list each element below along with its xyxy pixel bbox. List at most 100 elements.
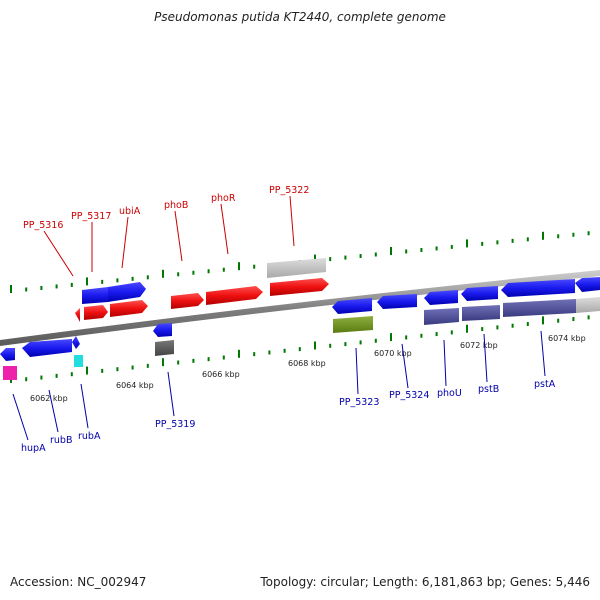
feature-red-phob[interactable]: [171, 293, 204, 309]
feature-slate-psta[interactable]: [503, 299, 576, 317]
feature-slate-pstb[interactable]: [462, 305, 500, 321]
tick-mark: [542, 231, 544, 240]
tick-mark: [55, 373, 58, 378]
tick-mark: [359, 340, 362, 345]
tick-mark: [162, 269, 164, 278]
gene-label[interactable]: PP_5324: [389, 390, 429, 401]
tick-mark: [222, 355, 225, 360]
tick-mark: [374, 252, 377, 257]
tick-mark: [40, 285, 43, 290]
feature-olive-pp5323[interactable]: [333, 316, 373, 333]
gene-label[interactable]: PP_5316: [23, 220, 63, 231]
feature-darkgray-pp5319[interactable]: [155, 340, 174, 356]
tick-mark: [253, 264, 256, 269]
gene-label[interactable]: PP_5319: [155, 419, 195, 430]
tick-mark: [344, 255, 347, 260]
map-title: Pseudomonas putida KT2440, complete geno…: [154, 10, 446, 24]
tick-mark: [298, 347, 301, 352]
gene-label[interactable]: phoR: [211, 193, 236, 204]
gene-label[interactable]: PP_5323: [339, 397, 379, 408]
tick-mark: [177, 360, 180, 365]
tick-mark: [374, 338, 377, 343]
tick-mark: [70, 282, 73, 287]
gene-label[interactable]: PP_5322: [269, 185, 309, 196]
tick-mark: [466, 239, 468, 248]
forward-features: [75, 258, 329, 322]
feature-red-pp5322[interactable]: [270, 278, 329, 296]
tick-mark: [329, 257, 332, 262]
feature-blue-pstb[interactable]: [461, 286, 498, 301]
genome-summary-text: Topology: circular; Length: 6,181,863 bp…: [260, 575, 590, 589]
tick-mark: [70, 372, 73, 377]
feature-gray-right-edge[interactable]: [576, 297, 600, 313]
gene-label[interactable]: pstB: [478, 384, 499, 395]
feature-blue-psta[interactable]: [501, 279, 575, 297]
feature-blue-rubb[interactable]: [22, 339, 72, 357]
scale-label: 6064 kbp: [116, 381, 154, 390]
feature-blue-right-edge[interactable]: [575, 277, 600, 292]
tick-mark: [496, 240, 499, 245]
scale-labels: 6062 kbp 6064 kbp 6066 kbp 6068 kbp 6070 kbp…: [30, 334, 586, 403]
feature-magenta-hupa[interactable]: [3, 366, 17, 380]
tick-mark: [314, 341, 316, 350]
tick-mark: [572, 232, 575, 237]
scale-label: 6074 kbp: [548, 334, 586, 343]
tick-mark: [314, 254, 316, 263]
feature-blue-pp5323[interactable]: [332, 298, 372, 314]
feature-slate-phou[interactable]: [424, 308, 459, 325]
tick-mark: [450, 244, 453, 249]
tick-mark: [146, 275, 149, 280]
feature-red-phor[interactable]: [206, 286, 263, 305]
gene-label[interactable]: ubiA: [119, 206, 141, 217]
tick-mark: [420, 247, 423, 252]
gene-label[interactable]: pstA: [534, 379, 556, 390]
feature-blue-left-edge[interactable]: [0, 348, 15, 361]
label-leader-line: [48, 389, 59, 433]
feature-blue-ruba[interactable]: [72, 336, 80, 349]
feature-red-pp5317[interactable]: [84, 305, 108, 320]
feature-blue-pp5324[interactable]: [377, 294, 417, 309]
tick-mark: [131, 276, 134, 281]
feature-cyan-ruba[interactable]: [74, 355, 83, 367]
label-leader-line: [12, 393, 29, 441]
tick-mark: [192, 270, 195, 275]
feature-blue-1[interactable]: [82, 287, 108, 304]
scale-label: 6066 kbp: [202, 370, 240, 379]
label-leader-line: [220, 203, 229, 255]
label-leader-line: [483, 333, 488, 383]
label-leader-line: [174, 210, 183, 262]
feature-gray-pp5322[interactable]: [267, 258, 326, 278]
tick-mark: [131, 365, 134, 370]
tick-mark: [450, 330, 453, 335]
tick-mark: [101, 368, 104, 373]
tick-mark: [329, 343, 332, 348]
feature-blue-phou[interactable]: [424, 290, 458, 305]
gene-label[interactable]: phoU: [437, 388, 462, 399]
tick-mark: [405, 249, 408, 254]
gene-label[interactable]: rubB: [50, 435, 72, 446]
scale-label: 6070 kbp: [374, 349, 412, 358]
tick-mark: [390, 247, 392, 255]
tick-mark: [435, 332, 438, 337]
feature-blue-2[interactable]: [108, 282, 146, 302]
tick-mark: [496, 325, 499, 330]
accession-text: Accession: NC_002947: [10, 575, 147, 589]
tick-mark: [526, 237, 529, 242]
tick-mark: [481, 241, 484, 246]
gene-label[interactable]: rubA: [78, 431, 101, 442]
gene-label[interactable]: phoB: [164, 200, 188, 211]
tick-mark: [207, 269, 210, 274]
feature-red-pp5316[interactable]: [75, 308, 80, 322]
gene-label[interactable]: PP_5317: [71, 211, 111, 222]
tick-mark: [587, 315, 590, 320]
feature-red-ubia[interactable]: [110, 300, 148, 317]
tick-mark: [10, 285, 12, 293]
feature-blue-pp5319[interactable]: [153, 323, 172, 337]
tick-mark: [146, 363, 149, 368]
tick-mark: [86, 277, 88, 286]
tick-mark: [40, 375, 43, 380]
reverse-gene-labels: hupA rubB rubA PP_5319 PP_5323 PP_5324 phoU pst…: [12, 330, 556, 454]
scale-label: 6062 kbp: [30, 394, 68, 403]
reverse-tick-ring: [10, 315, 590, 383]
gene-label[interactable]: hupA: [21, 443, 46, 454]
